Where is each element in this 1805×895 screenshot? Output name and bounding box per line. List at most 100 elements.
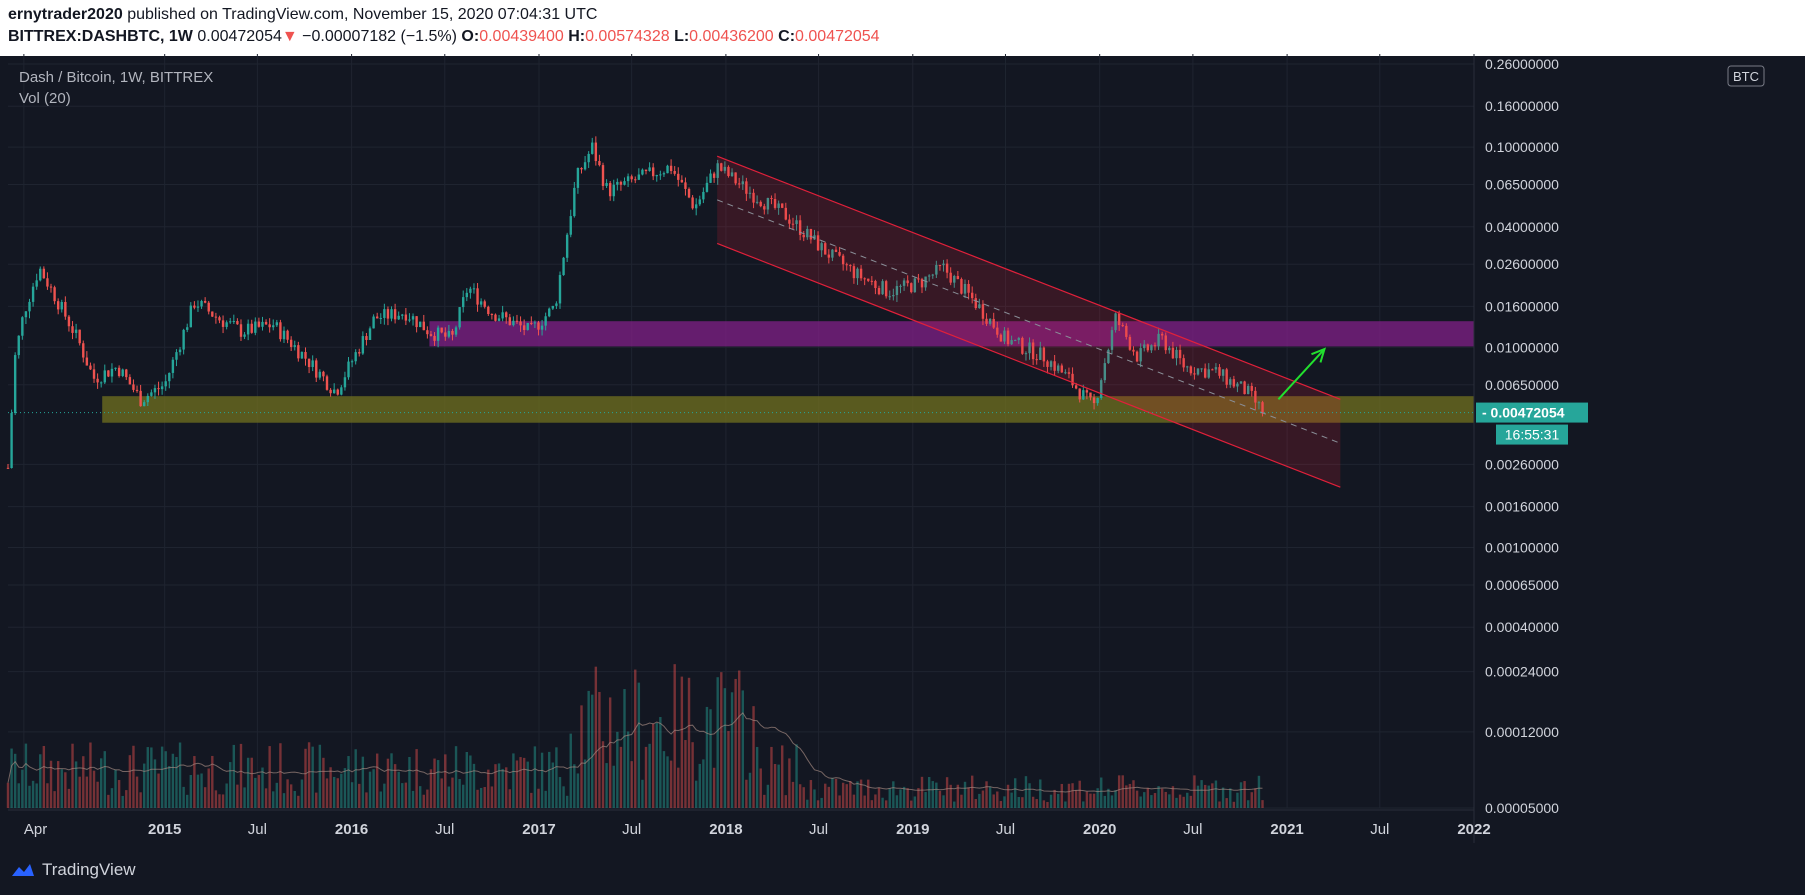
volume-bar (899, 789, 902, 808)
candle-body (712, 173, 716, 178)
candle-body (39, 268, 42, 281)
candle-body (1189, 366, 1193, 374)
candle-body (168, 372, 171, 382)
candle-body (562, 257, 565, 276)
volume-bar (1024, 776, 1028, 808)
volume-bar (393, 764, 397, 808)
volume-bar (447, 786, 451, 808)
candle-body (1060, 365, 1063, 373)
candle-body (171, 359, 175, 373)
volume-bar (917, 788, 920, 808)
volume-bar (28, 785, 31, 808)
volume-bar (752, 706, 755, 808)
volume-bar (379, 791, 382, 808)
time-tick-label: 2017 (522, 821, 555, 838)
candle-body (1114, 313, 1117, 331)
candle-body (1143, 344, 1146, 349)
volume-bar (1168, 794, 1171, 808)
candle-body (307, 358, 311, 368)
candle-body (329, 389, 332, 394)
candle-body (85, 357, 89, 366)
volume-bar (368, 771, 372, 808)
candle-body (677, 173, 680, 180)
volume-bar (508, 789, 512, 808)
volume-bar (949, 784, 952, 808)
volume-bar (892, 781, 895, 808)
candle-body (1064, 372, 1067, 374)
candle-body (996, 327, 999, 335)
candle-body (849, 265, 852, 267)
candle-body (1046, 361, 1049, 367)
volume-bar (999, 801, 1003, 808)
candle-body (967, 283, 970, 293)
candle-body (809, 228, 813, 240)
volume-bar (1236, 792, 1239, 808)
volume-bar (419, 786, 422, 808)
candle-body (139, 390, 142, 407)
volume-bar (931, 781, 934, 808)
volume-bar (107, 794, 110, 808)
candle-body (1175, 349, 1178, 359)
current-price-tag (1476, 402, 1588, 423)
volume-bar (741, 690, 744, 808)
candle-body (279, 322, 282, 340)
volume-bar (544, 790, 547, 808)
volume-bar (483, 787, 486, 808)
chart-area[interactable] (0, 56, 1805, 843)
volume-bar (623, 689, 626, 808)
volume-bar (307, 742, 311, 808)
volume-bar (773, 763, 777, 808)
volume-bar (6, 782, 10, 808)
channel-lower-line (716, 242, 1341, 488)
candle-body (623, 181, 626, 185)
candle-body (558, 275, 562, 304)
volume-bar (132, 745, 135, 808)
high-label: H: (568, 28, 586, 45)
volume-bar (594, 666, 598, 808)
volume-bar (1071, 783, 1074, 808)
candle-body (483, 301, 486, 307)
candle-body (332, 389, 336, 394)
candle-body (1006, 330, 1010, 345)
candle-body (1186, 366, 1189, 368)
volume-bar (1092, 793, 1096, 808)
price-chart[interactable]: 0.26000000 0.16000000 0.10000000 0.06500000… (0, 0, 1805, 843)
volume-bar (157, 773, 160, 808)
candle-body (748, 192, 752, 194)
candle-body (945, 263, 949, 273)
volume-bar (1246, 800, 1250, 808)
volume-bar (698, 763, 701, 808)
candle-body (548, 308, 551, 317)
candle-body (315, 360, 318, 378)
volume-bar (1261, 800, 1264, 808)
volume-bar (691, 742, 694, 808)
candle-body (397, 315, 400, 320)
candle-body (910, 283, 913, 293)
author-name[interactable]: ernytrader2020 (8, 6, 123, 23)
volume-bar (845, 784, 848, 808)
candle-body (931, 274, 934, 276)
candle-body (892, 295, 895, 297)
volume-bar (1100, 777, 1103, 808)
candle-body (798, 220, 802, 235)
volume-bar (458, 779, 461, 808)
candle-body (103, 370, 106, 383)
candle-body (985, 318, 988, 324)
volume-bar (755, 746, 759, 808)
volume-bar (497, 763, 501, 808)
candle-body (458, 307, 461, 328)
grid-lines (8, 54, 1475, 809)
candle-body (1178, 349, 1182, 359)
price-tick-label: 0.02600000 (1485, 256, 1559, 272)
candle-body (1200, 368, 1203, 370)
volume-bar (300, 779, 304, 808)
volume-bar (859, 779, 863, 808)
volume-bar (583, 759, 587, 808)
candle-body (573, 187, 576, 217)
candle-body (135, 389, 139, 391)
candle-body (17, 335, 20, 356)
candle-body (806, 228, 809, 238)
candle-body (913, 278, 917, 293)
open-value: 0.00439400 (479, 28, 564, 45)
tradingview-logo[interactable]: TradingView (10, 860, 136, 880)
